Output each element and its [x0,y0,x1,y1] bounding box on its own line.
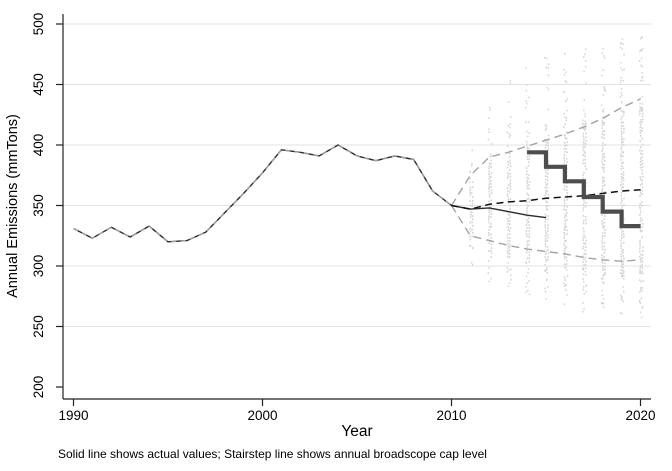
y-tick-label-500: 500 [31,13,46,36]
y-tick-label-400: 400 [31,134,46,157]
y-axis-title: Annual Emissions (mmTons) [5,114,21,298]
y-tick-label-300: 300 [31,255,46,278]
series-central-projection-line [451,189,641,210]
y-tick-label-200: 200 [31,376,46,399]
series-upper-confidence-band-line [450,98,641,206]
x-tick-label-2000: 2000 [247,408,277,423]
series-lower-confidence-band-line [450,205,641,262]
simulation-dots [469,36,644,319]
series-broadscope-cap-line [527,150,641,229]
x-tick-label-2020: 2020 [625,408,655,423]
x-axis-title: Year [341,423,372,440]
y-tick-label-350: 350 [31,194,46,217]
y-tick-label-450: 450 [31,73,46,96]
x-tick-label-2010: 2010 [436,408,466,423]
series-actual-values-line [73,144,547,243]
x-tick-label-1990: 1990 [58,408,88,423]
series-historical-fit-overlay-line [73,144,452,243]
chart-caption: Solid line shows actual values; Stairste… [58,447,487,461]
chart-canvas: 200 250 300 350 400 450 500 1990 2000 2010 2020 Ann… [5,13,656,440]
y-tick-label-250: 250 [31,315,46,338]
